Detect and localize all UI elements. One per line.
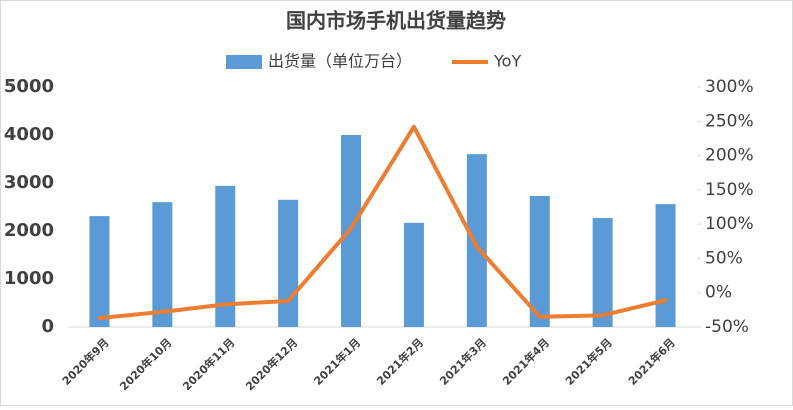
bar: [215, 185, 236, 327]
y2-tick-label: 0%: [705, 283, 732, 303]
y2-tick-label: -50%: [705, 317, 749, 337]
y-tick-label: 1000: [4, 268, 54, 289]
y2-tick-label: 250%: [705, 111, 754, 131]
y2-tick-label: 50%: [705, 248, 743, 268]
line: [97, 124, 668, 321]
legend-swatch: [226, 55, 262, 69]
bar: [403, 222, 424, 327]
chart-title: 国内市场手机出货量趋势: [286, 9, 506, 33]
bar: [152, 202, 173, 327]
y-tick-label: 0: [41, 316, 54, 337]
y2-tick-label: 150%: [705, 180, 754, 200]
bar: [529, 195, 550, 327]
bar: [278, 199, 299, 327]
bar: [89, 216, 110, 327]
y2-tick-label: 300%: [705, 77, 754, 97]
y2-tick-label: 100%: [705, 214, 754, 234]
bar: [655, 204, 676, 327]
bar: [592, 218, 613, 327]
y-tick-label: 5000: [4, 76, 54, 97]
y2-tick-label: 200%: [705, 146, 754, 166]
y-tick-label: 3000: [4, 172, 54, 193]
y-tick-label: 2000: [4, 220, 54, 241]
bar: [466, 154, 487, 327]
legend-label: YoY: [493, 52, 521, 71]
y-tick-label: 4000: [4, 124, 54, 145]
legend-label: 出货量（单位万台）: [268, 52, 412, 71]
